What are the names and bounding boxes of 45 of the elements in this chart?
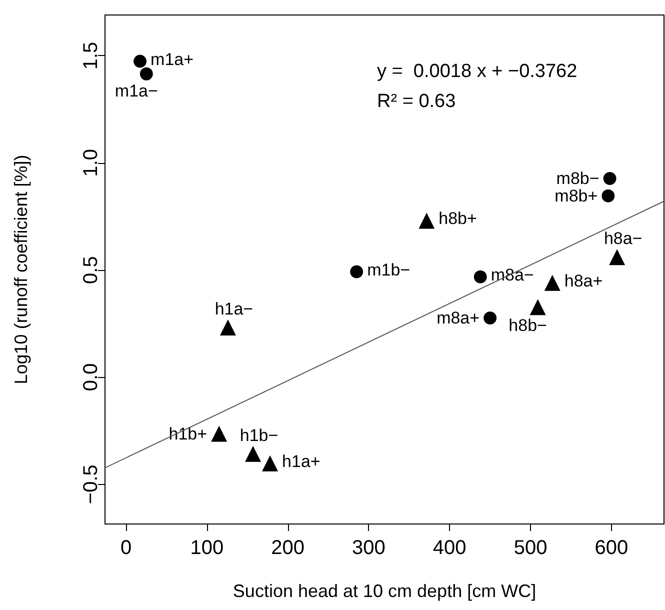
annotation: R² = 0.63 xyxy=(377,91,456,112)
y-tick-label: 0.0 xyxy=(80,363,102,392)
x-tick-label: 600 xyxy=(594,537,628,559)
annotation: h8b− xyxy=(508,316,548,336)
point xyxy=(602,189,615,202)
y-tick-label: 0.5 xyxy=(80,256,102,284)
x-tick-label: 400 xyxy=(432,537,466,559)
annotation: m8b− xyxy=(556,169,600,188)
annotation: h8a− xyxy=(604,229,642,248)
annotation: m1b− xyxy=(367,260,410,280)
y-axis-title: Log10 (runoff coefficient [%]) xyxy=(11,154,31,384)
annotation: h1b+ xyxy=(168,424,208,444)
x-tick-label: 300 xyxy=(352,537,386,559)
annotation: y = 0.0018 x + −0.3762 xyxy=(377,61,578,82)
point xyxy=(603,172,616,186)
x-tick-label: 0 xyxy=(120,537,132,559)
point xyxy=(140,67,153,80)
point xyxy=(211,426,228,442)
point xyxy=(484,312,497,325)
y-tick-label: 1.5 xyxy=(80,42,102,70)
point xyxy=(262,455,278,472)
point xyxy=(134,54,147,68)
point xyxy=(544,274,560,291)
point xyxy=(418,212,435,229)
y-tick-label: 1.0 xyxy=(80,148,102,177)
point xyxy=(474,270,487,284)
x-tick-label: 200 xyxy=(271,537,305,559)
point xyxy=(245,446,262,462)
y-tick-label: −0.5 xyxy=(80,464,102,504)
annotation: h8a+ xyxy=(564,271,603,290)
annotation: h1a+ xyxy=(282,452,320,471)
x-tick-label: 100 xyxy=(190,537,224,559)
point xyxy=(350,265,364,278)
x-tick-label: 500 xyxy=(514,537,548,559)
point xyxy=(530,299,546,316)
annotation: h1a− xyxy=(214,299,254,318)
annotation: m8b+ xyxy=(554,186,598,206)
annotation: m8a+ xyxy=(436,308,480,328)
point xyxy=(220,319,236,336)
point xyxy=(609,249,626,266)
annotation: m1a+ xyxy=(150,50,194,69)
annotation: m1a− xyxy=(114,81,158,100)
x-axis-title: Suction head at 10 cm depth [cm WC] xyxy=(232,581,536,601)
annotation: h1b− xyxy=(240,426,278,445)
annotation: h8b+ xyxy=(438,209,478,228)
